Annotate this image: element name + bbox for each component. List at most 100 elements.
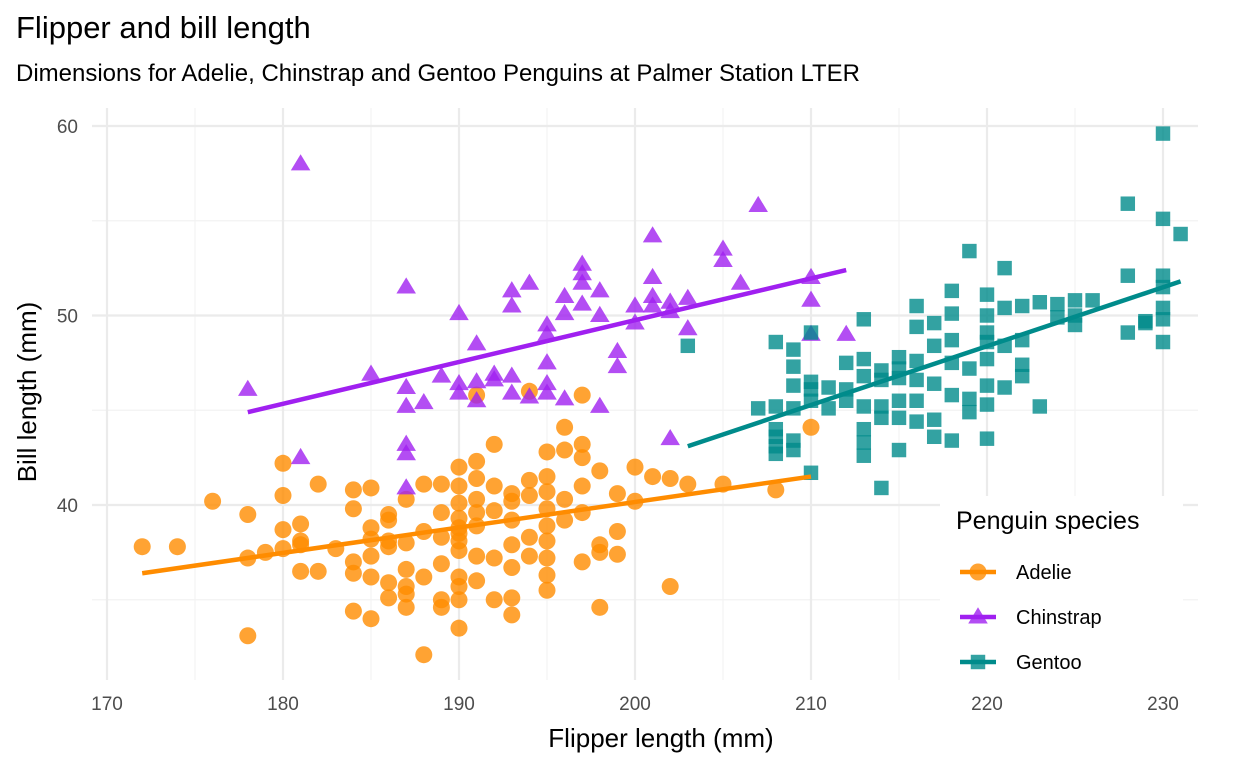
chinstrap-point bbox=[537, 383, 557, 400]
chinstrap-point bbox=[642, 286, 663, 304]
gentoo-point bbox=[909, 319, 924, 335]
gentoo-point bbox=[891, 393, 907, 408]
gentoo-point bbox=[962, 243, 977, 259]
gentoo-point bbox=[856, 421, 872, 437]
adelie-point bbox=[767, 481, 785, 499]
legend-key-marker bbox=[969, 563, 987, 581]
gentoo-point bbox=[926, 412, 942, 427]
adelie-point bbox=[485, 549, 503, 567]
gentoo-point bbox=[979, 378, 995, 393]
adelie-point bbox=[397, 585, 415, 603]
adelie-point bbox=[573, 449, 591, 467]
gentoo-point bbox=[821, 380, 836, 395]
chinstrap-point bbox=[537, 324, 557, 341]
gentoo-point bbox=[944, 433, 960, 448]
gentoo-point bbox=[891, 349, 907, 365]
gentoo-point bbox=[1173, 226, 1188, 242]
chinstrap-point bbox=[642, 226, 663, 243]
adelie-point bbox=[415, 646, 433, 664]
gentoo-point bbox=[926, 338, 942, 354]
chinstrap-point bbox=[466, 372, 487, 389]
gentoo-point bbox=[786, 378, 801, 393]
adelie-point bbox=[450, 477, 468, 495]
chinstrap-point bbox=[713, 239, 733, 256]
gentoo-point bbox=[786, 342, 801, 357]
adelie-point bbox=[468, 452, 486, 470]
adelie-point bbox=[344, 500, 362, 518]
adelie-point bbox=[133, 538, 151, 556]
y-axis-title: Bill length (mm) bbox=[12, 302, 42, 483]
gentoo-point bbox=[909, 372, 924, 388]
chinstrap-point bbox=[361, 364, 381, 381]
legend-item-chinstrap: Chinstrap bbox=[960, 607, 1102, 629]
adelie-point bbox=[626, 458, 644, 476]
adelie-point bbox=[362, 547, 380, 565]
adelie-point bbox=[503, 606, 521, 624]
gentoo-point bbox=[838, 355, 854, 371]
gentoo-point bbox=[891, 410, 907, 426]
adelie-point bbox=[556, 490, 574, 508]
adelie-point bbox=[274, 521, 292, 539]
adelie-point bbox=[520, 487, 538, 505]
adelie-point bbox=[556, 511, 574, 529]
adelie-fit-line bbox=[141, 474, 812, 576]
adelie-point bbox=[168, 538, 186, 556]
adelie-point bbox=[802, 418, 820, 436]
adelie-point bbox=[591, 543, 609, 561]
gentoo-point bbox=[944, 306, 960, 321]
adelie-point bbox=[468, 469, 486, 487]
adelie-point bbox=[661, 577, 679, 595]
gentoo-point bbox=[786, 359, 801, 374]
adelie-point bbox=[397, 598, 415, 616]
legend-label: Gentoo bbox=[1016, 652, 1082, 674]
gentoo-point bbox=[1032, 295, 1048, 310]
adelie-point bbox=[309, 562, 327, 580]
adelie-point bbox=[450, 541, 468, 559]
chinstrap-point bbox=[642, 267, 663, 285]
chinstrap-point bbox=[502, 366, 522, 383]
adelie-point bbox=[591, 598, 609, 616]
adelie-point bbox=[450, 494, 468, 512]
adelie-point bbox=[450, 591, 468, 609]
gentoo-point bbox=[856, 448, 872, 463]
adelie-point bbox=[538, 566, 556, 584]
chinstrap-point bbox=[554, 303, 575, 321]
chinstrap-point bbox=[502, 383, 522, 400]
chinstrap-point bbox=[502, 281, 522, 298]
adelie-point bbox=[503, 589, 521, 607]
gentoo-point bbox=[1067, 317, 1083, 333]
adelie-point bbox=[520, 547, 538, 565]
gentoo-point bbox=[909, 414, 924, 429]
chinstrap-point bbox=[660, 292, 680, 309]
gentoo-point bbox=[909, 353, 924, 369]
chart-title: Flipper and bill length bbox=[16, 10, 311, 45]
adelie-point bbox=[432, 504, 450, 522]
adelie-point bbox=[538, 549, 556, 567]
adelie-point bbox=[344, 602, 362, 620]
adelie-point bbox=[397, 490, 415, 508]
gentoo-point bbox=[856, 435, 872, 450]
gentoo-point bbox=[962, 404, 977, 420]
adelie-point bbox=[309, 475, 327, 493]
adelie-point bbox=[520, 471, 538, 489]
adelie-point bbox=[380, 589, 398, 607]
legend-key-marker bbox=[970, 654, 986, 670]
gentoo-point bbox=[997, 380, 1012, 395]
y-tick-label: 40 bbox=[57, 496, 78, 517]
adelie-point bbox=[450, 619, 468, 637]
y-tick-label: 50 bbox=[57, 307, 78, 328]
gentoo-point bbox=[979, 308, 995, 323]
gentoo-point bbox=[1067, 293, 1083, 308]
adelie-point bbox=[485, 591, 503, 609]
data-points bbox=[133, 126, 1188, 664]
gentoo-point bbox=[768, 334, 784, 350]
chinstrap-point bbox=[836, 324, 856, 341]
gentoo-point bbox=[1014, 357, 1030, 372]
adelie-point bbox=[503, 492, 521, 510]
gentoo-point bbox=[856, 399, 872, 414]
adelie-point bbox=[432, 555, 450, 573]
adelie-point bbox=[239, 505, 257, 523]
chinstrap-point bbox=[466, 334, 487, 351]
gentoo-point bbox=[1085, 293, 1100, 308]
gentoo-point bbox=[803, 325, 819, 340]
